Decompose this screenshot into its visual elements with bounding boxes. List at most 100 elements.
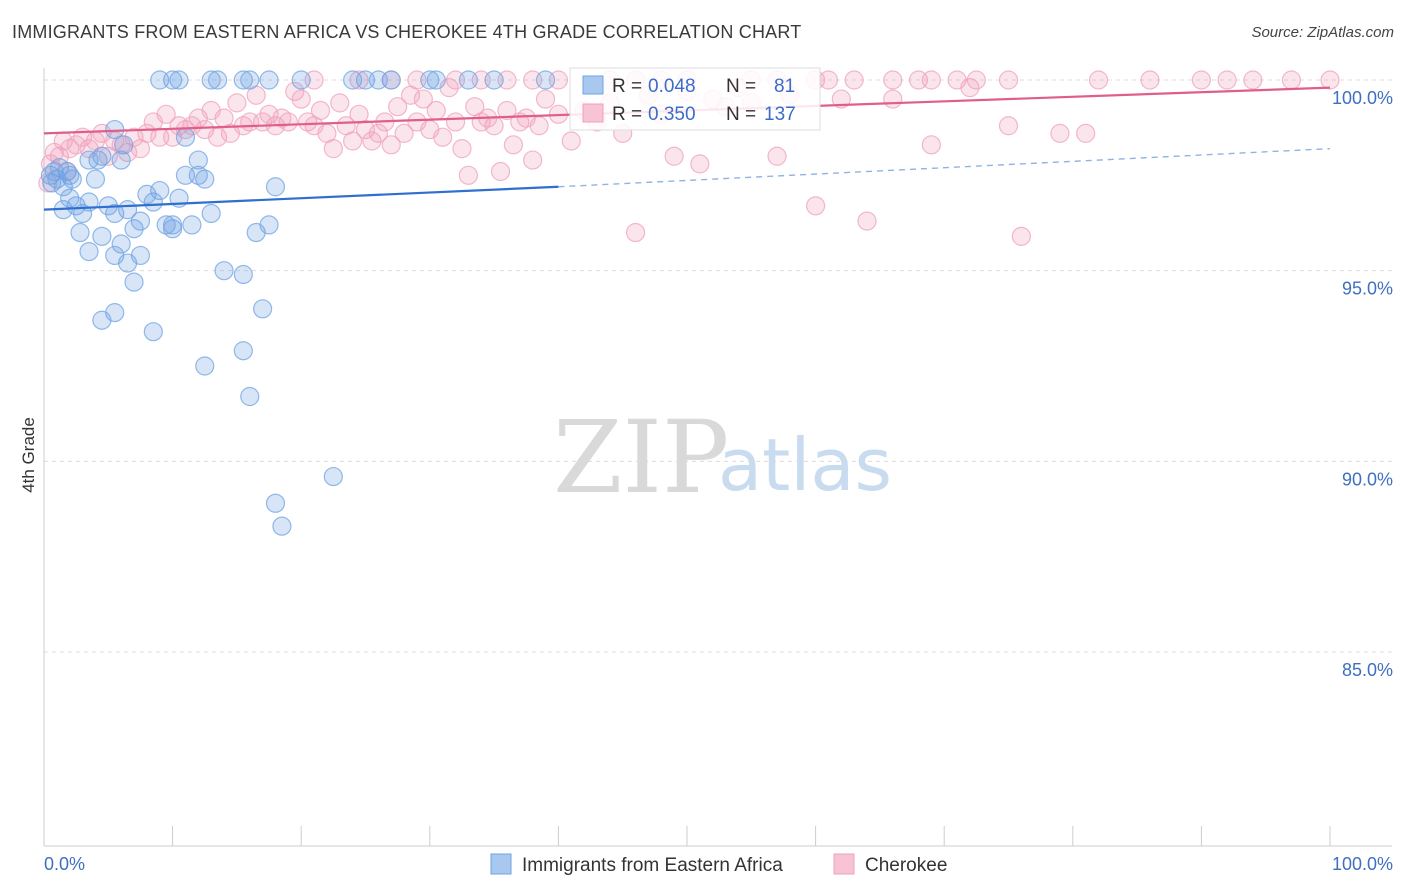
point-eastern-africa-79	[535, 70, 556, 90]
series-legend-label-1: Immigrants from Eastern Africa	[522, 855, 783, 876]
series-legend-swatch-blue	[490, 853, 512, 875]
legend-n-label-2: N =	[726, 104, 756, 125]
point-cherokee-16	[124, 127, 144, 147]
y-tick-label-1: 90.0%	[1342, 469, 1393, 489]
point-cherokee-133	[844, 70, 864, 90]
point-eastern-africa-20	[105, 203, 125, 224]
point-cherokee-74	[497, 100, 517, 121]
point-eastern-africa-56	[233, 341, 253, 361]
point-eastern-africa-50	[188, 165, 208, 185]
point-cherokee-21	[156, 104, 176, 124]
point-eastern-africa-78	[484, 70, 504, 90]
grid	[44, 79, 1392, 653]
point-cherokee-40	[278, 112, 298, 132]
point-cherokee-105	[998, 116, 1019, 136]
point-eastern-africa-61	[272, 516, 292, 536]
legend-swatch-blue	[582, 75, 604, 95]
point-eastern-africa-70	[259, 70, 279, 90]
point-cherokee-90	[664, 146, 684, 166]
series-legend-swatch-pink	[833, 853, 855, 875]
point-cherokee-136	[921, 70, 941, 90]
point-eastern-africa-28	[143, 192, 163, 212]
watermark-atlas: atlas	[718, 423, 892, 507]
legend-n-label-1: N =	[726, 76, 756, 97]
trend-line-eastern-africa	[43, 185, 559, 211]
point-eastern-africa-40	[111, 234, 131, 254]
legend-r-label-1: R =	[612, 76, 642, 97]
point-cherokee-78	[523, 150, 543, 170]
y-axis-label: 4th Grade	[19, 417, 38, 493]
point-eastern-africa-54	[259, 215, 279, 235]
legend-r-label-2: R =	[612, 104, 642, 125]
point-eastern-africa-76	[420, 70, 440, 90]
point-cherokee-25	[182, 116, 202, 136]
point-cherokee-32	[227, 93, 247, 113]
point-cherokee-109	[1088, 70, 1109, 90]
point-eastern-africa-80	[426, 70, 446, 90]
point-eastern-africa-25	[124, 219, 144, 239]
point-eastern-africa-43	[130, 245, 151, 266]
point-cherokee-75	[503, 135, 523, 155]
point-cherokee-54	[368, 123, 388, 143]
point-cherokee-134	[883, 70, 903, 90]
point-eastern-africa-58	[253, 299, 273, 319]
point-cherokee-112	[1217, 70, 1237, 90]
x-tick-label-0: 0.0%	[44, 854, 85, 874]
series-legend: Immigrants from Eastern Africa Cherokee	[490, 853, 947, 876]
point-cherokee-42	[291, 89, 311, 109]
point-eastern-africa-35	[188, 150, 208, 170]
point-cherokee-139	[998, 70, 1019, 90]
point-cherokee-7	[66, 135, 86, 155]
point-cherokee-101	[857, 211, 877, 231]
point-cherokee-108	[1076, 123, 1096, 143]
point-cherokee-3	[49, 146, 70, 166]
trend-line-eastern-africa-extension	[558, 147, 1331, 188]
point-eastern-africa-62	[323, 466, 343, 487]
legend-r-value-1: 0.048	[648, 76, 696, 97]
point-cherokee-56	[381, 135, 401, 155]
point-eastern-africa-26	[130, 211, 151, 231]
point-cherokee-63	[426, 100, 446, 121]
point-eastern-africa-64	[163, 70, 183, 90]
point-eastern-africa-67	[208, 70, 228, 90]
point-eastern-africa-3	[47, 169, 67, 189]
point-eastern-africa-1	[42, 173, 62, 193]
point-cherokee-58	[394, 123, 414, 143]
point-eastern-africa-34	[182, 215, 202, 235]
point-eastern-africa-29	[150, 180, 170, 201]
point-cherokee-37	[259, 104, 279, 124]
point-eastern-africa-49	[175, 127, 196, 147]
point-eastern-africa-48	[163, 215, 183, 235]
point-eastern-africa-66	[201, 70, 221, 90]
point-eastern-africa-15	[85, 169, 106, 189]
x-ticks: 0.0% 100.0%	[44, 854, 1393, 874]
point-cherokee-67	[452, 139, 472, 159]
point-cherokee-41	[285, 81, 305, 102]
point-cherokee-53	[362, 131, 382, 151]
point-cherokee-99	[805, 196, 826, 216]
point-eastern-africa-13	[70, 222, 90, 243]
point-eastern-africa-47	[143, 322, 163, 342]
point-cherokee-47	[323, 139, 343, 159]
point-eastern-africa-57	[240, 386, 260, 407]
point-eastern-africa-60	[265, 493, 286, 513]
point-eastern-africa-44	[79, 242, 99, 262]
point-eastern-africa-59	[265, 177, 286, 197]
y-ticks: 85.0% 90.0% 95.0% 100.0%	[1332, 88, 1393, 680]
legend-n-value-2: 137	[764, 104, 796, 125]
point-cherokee-100	[831, 89, 851, 109]
point-cherokee-80	[535, 89, 556, 109]
legend-r-value-2: 0.350	[648, 104, 696, 125]
point-cherokee-103	[921, 135, 941, 155]
point-eastern-africa-37	[201, 203, 221, 224]
stats-legend: R = 0.048 N = 81 R = 0.350 N = 137	[569, 67, 821, 131]
point-cherokee-113	[1243, 70, 1263, 90]
point-cherokee-66	[445, 112, 466, 132]
point-cherokee-50	[343, 131, 363, 151]
x-tick-label-1: 100.0%	[1332, 854, 1393, 874]
point-cherokee-106	[1011, 226, 1031, 246]
y-tick-label-0: 85.0%	[1342, 660, 1393, 680]
point-eastern-africa-38	[92, 226, 112, 246]
source-label: Source: ZipAtlas.com	[1251, 24, 1394, 41]
point-eastern-africa-10	[60, 188, 80, 208]
